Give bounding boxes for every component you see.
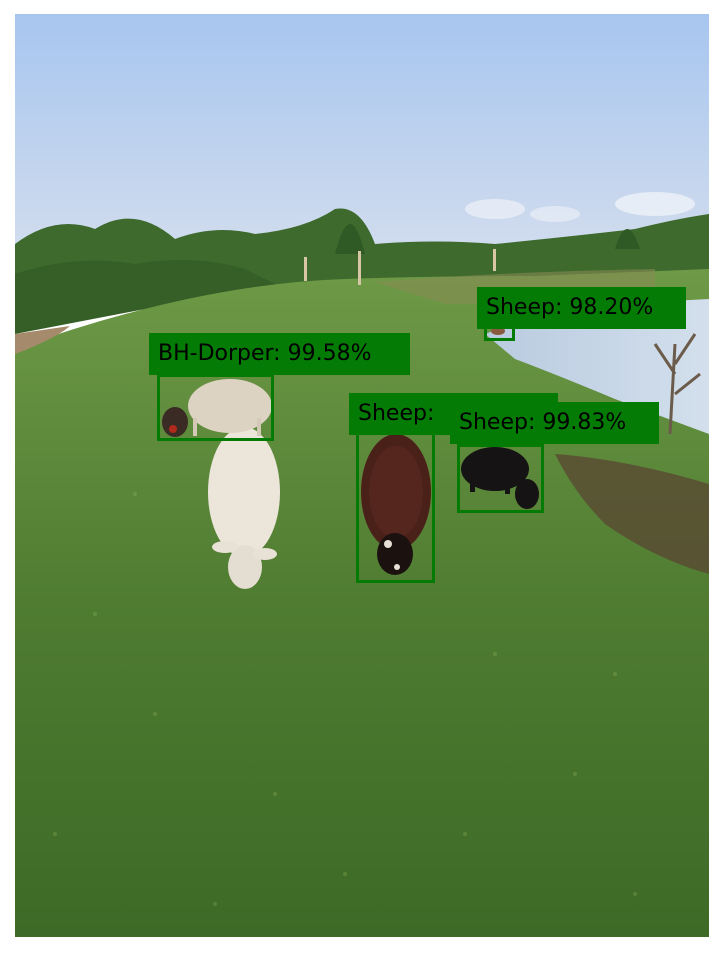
detection-label: Sheep: 99.83% <box>450 402 659 444</box>
fence-post <box>493 249 496 271</box>
cloud <box>530 206 580 222</box>
white-sheep <box>208 427 280 589</box>
far-sheep <box>491 327 505 335</box>
fence-post <box>358 251 361 285</box>
bounding-box <box>457 444 544 513</box>
detection-label: Sheep: 98.20% <box>477 287 686 329</box>
bounding-box <box>356 432 435 583</box>
cloud <box>615 192 695 216</box>
grass-texture <box>53 492 637 906</box>
bounding-box <box>157 374 274 441</box>
black-sheep <box>461 447 539 509</box>
tree <box>335 224 365 254</box>
detection-label: BH-Dorper: 99.58% <box>149 333 410 375</box>
dorper-sheep <box>162 379 272 437</box>
bare-tree <box>653 333 701 435</box>
tree-line <box>15 260 275 334</box>
fence-post <box>304 257 307 281</box>
cloud <box>465 199 525 219</box>
pond <box>485 299 709 434</box>
brown-sheep <box>361 434 431 575</box>
dirt-bank <box>555 454 709 574</box>
tree <box>615 229 640 249</box>
dirt-path <box>15 326 70 354</box>
photo-frame: BH-Dorper: 99.58% Sheep: Sheep: 99.83% S… <box>15 14 709 937</box>
